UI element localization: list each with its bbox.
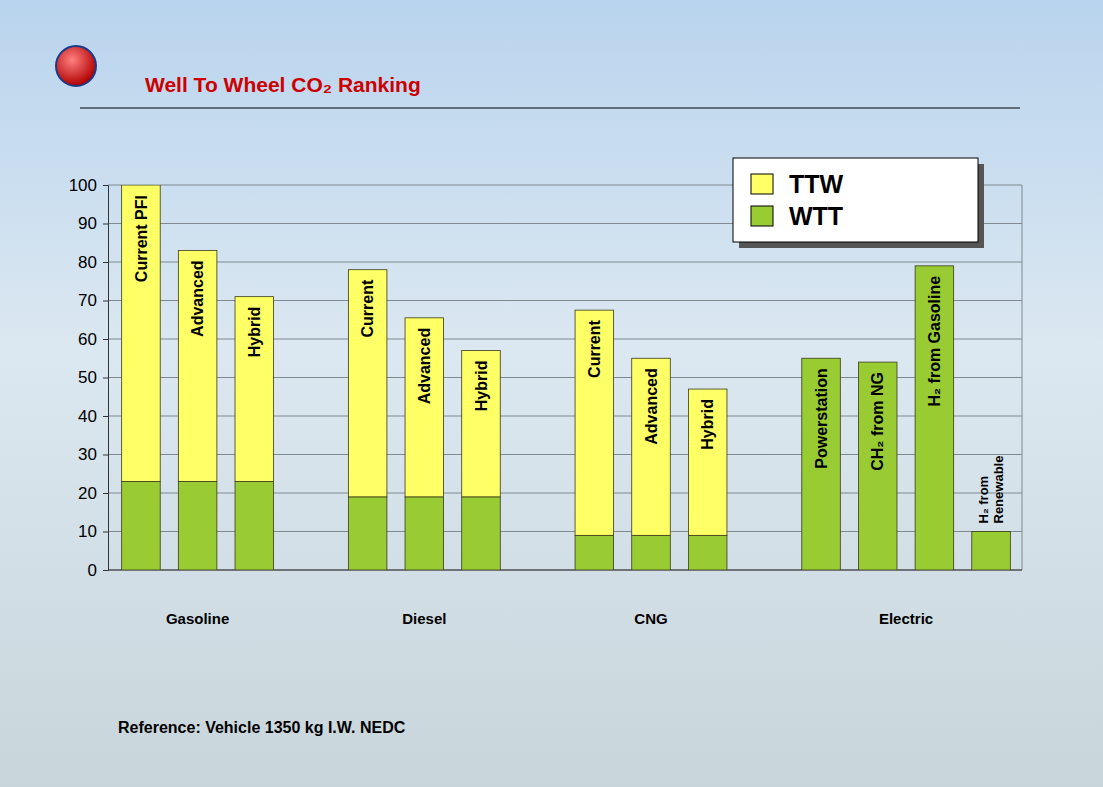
bar-segment <box>575 535 614 570</box>
grid-line <box>108 262 1022 263</box>
category-label: Advanced <box>643 368 660 444</box>
bar-segment <box>802 358 841 359</box>
y-tick-label: 50 <box>78 368 97 387</box>
bar-segment <box>348 270 387 497</box>
bar-segment <box>575 310 614 535</box>
bar-segment <box>915 266 954 570</box>
bar-segment <box>178 250 217 481</box>
bar-segment <box>178 481 217 570</box>
y-tick-mark <box>103 493 108 494</box>
chart: Well To Wheel CO₂ Ranking 0 10 20 30 40 50 60 70… <box>0 0 1103 787</box>
bar-segment <box>915 265 954 266</box>
bar-segment <box>348 497 387 570</box>
bar-segment <box>858 362 897 363</box>
bar-segment <box>235 297 274 482</box>
bar-segment <box>858 362 897 570</box>
bar-segment <box>405 497 444 570</box>
y-tick: 90 <box>78 214 108 233</box>
y-axis-line <box>103 186 109 571</box>
y-tick-label: 90 <box>78 214 97 233</box>
background <box>0 0 1103 787</box>
bar-segment <box>802 358 841 570</box>
y-tick-label: 20 <box>78 484 97 503</box>
bar-segment <box>462 497 501 570</box>
bar-segment <box>122 185 161 481</box>
y-tick-label: 10 <box>78 522 97 541</box>
category-label: CH₂ from NG <box>869 372 886 471</box>
y-tick: 60 <box>78 330 108 349</box>
y-tick-mark <box>103 339 108 340</box>
group-label: CNG <box>634 610 667 627</box>
category-label: Hybrid <box>699 399 716 450</box>
group-label: Diesel <box>402 610 446 627</box>
y-tick: 30 <box>78 445 108 464</box>
y-tick: 0 <box>88 561 108 580</box>
legend-label: TTW <box>789 170 844 198</box>
legend-label: WTT <box>789 202 843 230</box>
bar-segment <box>972 532 1011 571</box>
y-tick: 80 <box>78 253 108 272</box>
bar-segment <box>235 481 274 570</box>
y-tick-label: 100 <box>69 176 97 195</box>
category-label: Advanced <box>189 260 206 336</box>
y-tick: 10 <box>78 522 108 541</box>
y-tick-label: 30 <box>78 445 97 464</box>
y-tick-label: 60 <box>78 330 97 349</box>
category-label: H₂ fromRenewable <box>976 456 1005 524</box>
y-tick-mark <box>103 416 108 417</box>
y-tick-mark <box>103 224 108 225</box>
plot-frame <box>1022 185 1023 570</box>
y-tick-label: 80 <box>78 253 97 272</box>
bar-segment <box>632 535 671 570</box>
category-label: Current PFI <box>133 195 150 282</box>
category-label: Powerstation <box>813 368 830 468</box>
y-tick-mark <box>103 185 108 186</box>
y-tick-label: 70 <box>78 291 97 310</box>
bar-segment <box>632 358 671 535</box>
title: Well To Wheel CO₂ Ranking <box>145 73 421 96</box>
y-tick: 70 <box>78 291 108 310</box>
category-label: H₂ from Gasoline <box>926 276 943 407</box>
logo <box>56 46 96 86</box>
legend-box <box>733 158 978 242</box>
y-tick: 50 <box>78 368 108 387</box>
y-tick-mark <box>103 262 108 263</box>
category-label: Hybrid <box>246 307 263 358</box>
y-tick-mark <box>103 570 108 571</box>
y-tick: 40 <box>78 407 108 426</box>
y-tick-label: 40 <box>78 407 97 426</box>
bar-segment <box>972 531 1011 532</box>
bar-segment <box>122 481 161 570</box>
legend: TTW WTT <box>733 158 984 248</box>
legend-swatch <box>751 206 773 226</box>
group-label: Gasoline <box>166 610 229 627</box>
y-tick-mark <box>103 455 108 456</box>
title-rule <box>80 107 1020 108</box>
note: Reference: Vehicle 1350 kg I.W. NEDC <box>118 719 406 736</box>
bar-segment <box>688 535 727 570</box>
y-tick: 20 <box>78 484 108 503</box>
category-label: Current <box>359 279 376 337</box>
category-label: Hybrid <box>473 361 490 412</box>
y-axis: 0 10 20 30 40 50 60 70 80 90 100 <box>69 176 109 580</box>
bar-segment <box>688 389 727 535</box>
category-label: Current <box>586 319 603 377</box>
category-label: Advanced <box>416 328 433 404</box>
group-label: Electric <box>879 610 933 627</box>
group-labels: Gasoline Diesel CNG Electric <box>166 610 933 627</box>
bar-segment <box>405 318 444 497</box>
y-tick-mark <box>103 378 108 379</box>
y-tick-mark <box>103 532 108 533</box>
y-tick-label: 0 <box>88 561 97 580</box>
y-tick-mark <box>103 301 108 302</box>
legend-swatch <box>751 174 773 194</box>
bar-segment <box>462 351 501 497</box>
y-tick: 100 <box>69 176 108 195</box>
